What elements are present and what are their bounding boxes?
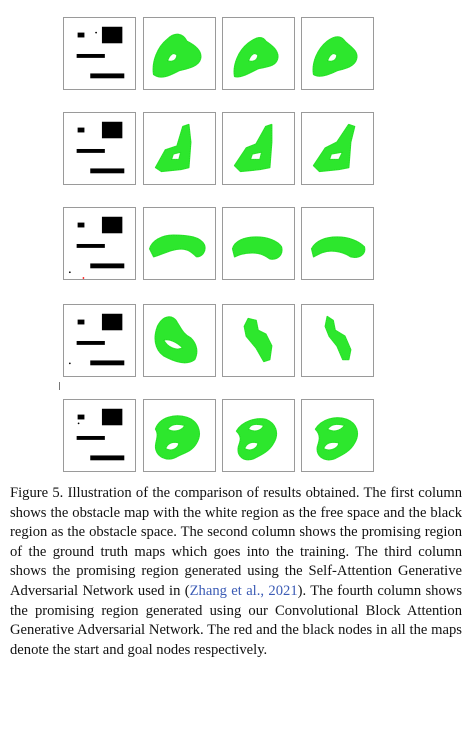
panel-row-2-ground-truth — [143, 112, 216, 185]
panel-row-2-sagan — [222, 112, 295, 185]
panel-row-5-sagan — [222, 399, 295, 472]
panel-row-1-obstacle-map — [63, 17, 136, 90]
caption-text-after: ). The fourth column shows the promising… — [10, 582, 462, 658]
citation-year: 2021 — [268, 582, 298, 599]
panel-row-4-cbagan — [301, 304, 374, 377]
citation-separator: , — [260, 582, 269, 599]
panel-row-3-ground-truth — [143, 207, 216, 280]
panel-row-5-obstacle-map — [63, 399, 136, 472]
panel-row-1-cbagan — [301, 17, 374, 90]
panel-row-4-obstacle-map — [63, 304, 136, 377]
panel-row-5-ground-truth — [143, 399, 216, 472]
panel-row-5-cbagan — [301, 399, 374, 472]
panel-row-2-obstacle-map — [63, 112, 136, 185]
panel-row-3-cbagan — [301, 207, 374, 280]
citation-link[interactable]: Zhang et al., 2021 — [190, 583, 298, 599]
panel-row-1-sagan — [222, 17, 295, 90]
panel-row-4-sagan — [222, 304, 295, 377]
panel-row-3-obstacle-map — [63, 207, 136, 280]
panel-row-3-sagan — [222, 207, 295, 280]
caption-text-before: Illustration of the comparison of result… — [10, 485, 462, 599]
figure-grid — [63, 17, 374, 472]
caption-label: Figure 5. — [10, 485, 64, 501]
panel-row-1-ground-truth — [143, 17, 216, 90]
figure-caption: Figure 5. Illustration of the comparison… — [10, 484, 462, 660]
axis-tick-mark — [59, 382, 60, 390]
citation-author: Zhang et al. — [189, 582, 261, 599]
panel-row-2-cbagan — [301, 112, 374, 185]
panel-row-4-ground-truth — [143, 304, 216, 377]
